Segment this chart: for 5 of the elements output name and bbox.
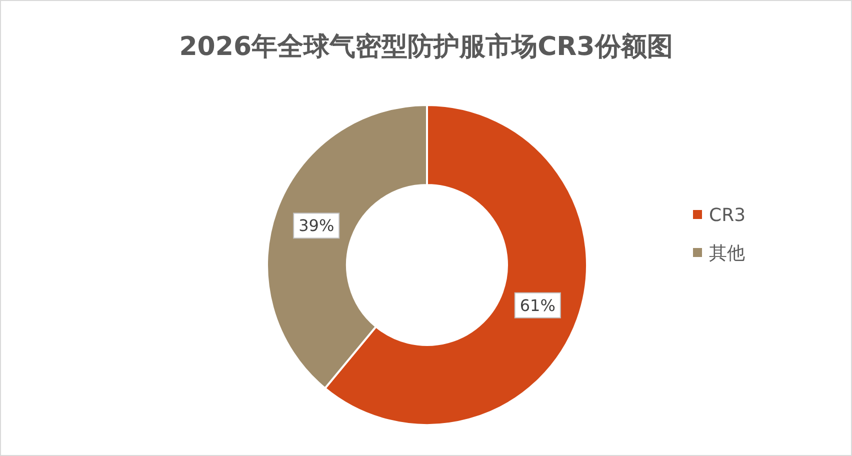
- legend-label: 其他: [709, 243, 745, 264]
- data-label: 61%: [520, 296, 556, 315]
- chart-title: 2026年全球气密型防护服市场CR3份额图: [179, 32, 673, 62]
- legend-label: CR3: [709, 205, 746, 226]
- data-label: 39%: [298, 216, 334, 236]
